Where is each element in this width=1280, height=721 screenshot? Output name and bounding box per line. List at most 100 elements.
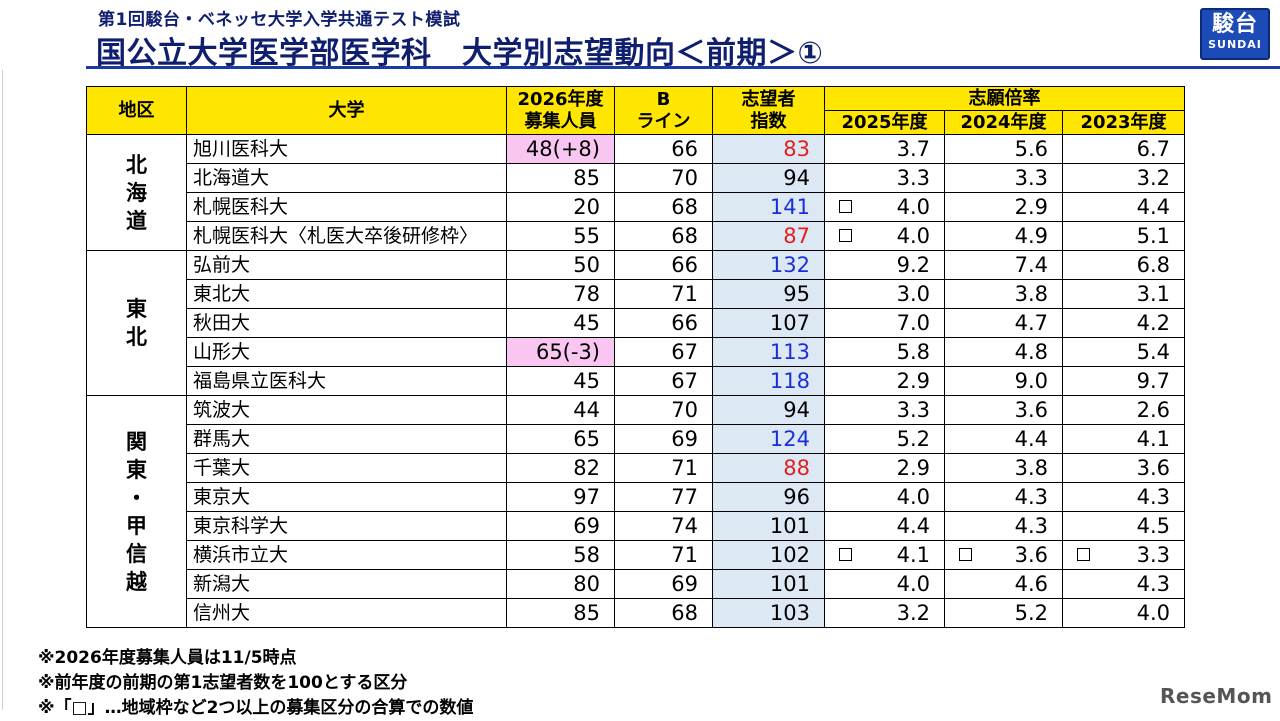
table-row: 信州大 85 68 103 3.2 5.2 4.0 xyxy=(86,598,1186,628)
ratio-2025-cell: 2.9 xyxy=(824,453,945,483)
ratio-2024-cell: 3.6 xyxy=(944,395,1063,425)
bline-cell: 68 xyxy=(614,598,713,628)
ratio-2025-cell: 4.4 xyxy=(824,511,945,541)
bline-cell: 70 xyxy=(614,395,713,425)
ratio-2023-cell: 3.2 xyxy=(1061,163,1186,193)
region-char: ・ xyxy=(126,485,147,510)
index-cell: 113 xyxy=(712,337,825,367)
capacity-cell: 45 xyxy=(506,366,615,396)
ratio-2023-cell: 4.4 xyxy=(1061,192,1186,222)
bline-cell: 70 xyxy=(614,163,713,193)
university-name: 秋田大 xyxy=(186,308,507,338)
index-cell: 96 xyxy=(712,482,825,512)
ratio-2023-cell: 4.5 xyxy=(1061,511,1186,541)
region-char: 北 xyxy=(126,325,147,349)
ratio-2024-cell: 2.9 xyxy=(944,192,1063,222)
university-name: 信州大 xyxy=(186,598,507,628)
index-cell: 107 xyxy=(712,308,825,338)
ratio-2023-cell: 4.2 xyxy=(1061,308,1186,338)
region-char: 甲 xyxy=(126,513,147,538)
left-divider xyxy=(2,70,3,710)
ratio-2024-cell: 4.8 xyxy=(944,337,1063,367)
capacity-cell: 45 xyxy=(506,308,615,338)
index-cell: 94 xyxy=(712,163,825,193)
footnote: ※2026年度募集人員は11/5時点 xyxy=(38,648,297,668)
region-char: 越 xyxy=(126,569,147,594)
bline-cell: 77 xyxy=(614,482,713,512)
ratio-value: 4.0 xyxy=(896,224,930,248)
region-char: 東 xyxy=(126,457,147,482)
university-name: 弘前大 xyxy=(186,250,507,280)
university-name: 新潟大 xyxy=(186,569,507,599)
combined-marker-icon xyxy=(1077,548,1090,561)
bline-cell: 71 xyxy=(614,279,713,309)
index-cell: 103 xyxy=(712,598,825,628)
region-tohoku: 東 北 xyxy=(86,250,187,396)
ratio-2023-cell: 6.7 xyxy=(1061,134,1186,164)
university-name: 東京科学大 xyxy=(186,511,507,541)
combined-marker-icon xyxy=(839,200,852,213)
ratio-2023-cell: 4.3 xyxy=(1061,482,1186,512)
ratio-2024-cell: 4.6 xyxy=(944,569,1063,599)
ratio-2025-cell: 4.0 xyxy=(824,192,945,222)
table-row: 関 東 ・ 甲 信 越 筑波大 44 70 94 3.3 3.6 2.6 xyxy=(86,395,1186,628)
header-region: 地区 xyxy=(86,86,187,135)
university-name: 札幌医科大 xyxy=(186,192,507,222)
university-name: 北海道大 xyxy=(186,163,507,193)
region-char: 東 xyxy=(126,297,147,321)
ratio-2024-cell: 4.3 xyxy=(944,511,1063,541)
header-capacity-line2: 募集人員 xyxy=(524,110,597,132)
header-index-line1: 志望者 xyxy=(741,88,796,110)
ratio-2025-cell: 5.2 xyxy=(824,424,945,454)
ratio-2023-cell: 4.0 xyxy=(1061,598,1186,628)
page-subtitle: 第1回駿台・ベネッセ大学入学共通テスト模試 xyxy=(98,10,461,30)
logo-roman: SUNDAI xyxy=(1208,38,1262,51)
admission-trend-table: 地区 大学 2026年度 募集人員 B ライン 志望者 指数 志願倍率 2025… xyxy=(86,86,1186,628)
capacity-cell: 85 xyxy=(506,598,615,628)
table-row: 福島県立医科大 45 67 118 2.9 9.0 9.7 xyxy=(86,366,1186,396)
ratio-2023-cell: 5.1 xyxy=(1061,221,1186,251)
ratio-value: 4.0 xyxy=(896,195,930,219)
header-ratio-2024: 2024年度 xyxy=(944,110,1063,135)
capacity-cell: 50 xyxy=(506,250,615,280)
ratio-2025-cell: 3.2 xyxy=(824,598,945,628)
header-index-line2: 指数 xyxy=(750,110,787,132)
header-capacity: 2026年度 募集人員 xyxy=(506,86,615,135)
index-cell: 94 xyxy=(712,395,825,425)
ratio-2024-cell: 5.6 xyxy=(944,134,1063,164)
header-index: 志望者 指数 xyxy=(712,86,825,135)
header-bline: B ライン xyxy=(614,86,713,135)
index-cell: 83 xyxy=(712,134,825,164)
region-char: 道 xyxy=(126,208,147,233)
footnote: ※前年度の前期の第1志望者数を100とする区分 xyxy=(38,673,408,693)
ratio-2025-cell: 4.0 xyxy=(824,482,945,512)
ratio-2025-cell: 3.7 xyxy=(824,134,945,164)
bline-cell: 66 xyxy=(614,250,713,280)
table-row: 山形大 65(-3) 67 113 5.8 4.8 5.4 xyxy=(86,337,1186,367)
university-name: 筑波大 xyxy=(186,395,507,425)
header-bline-line2: ライン xyxy=(636,110,691,132)
page-title: 国公立大学医学部医学科 大学別志望動向＜前期＞① xyxy=(96,36,824,71)
university-name: 千葉大 xyxy=(186,453,507,483)
capacity-cell: 20 xyxy=(506,192,615,222)
title-underline xyxy=(86,66,1280,69)
ratio-2023-cell: 9.7 xyxy=(1061,366,1186,396)
region-char: 信 xyxy=(126,541,147,566)
ratio-2025-cell: 4.0 xyxy=(824,221,945,251)
capacity-cell: 65 xyxy=(506,424,615,454)
ratio-2023-cell: 4.3 xyxy=(1061,569,1186,599)
ratio-2025-cell: 3.3 xyxy=(824,395,945,425)
index-cell: 124 xyxy=(712,424,825,454)
table-row: 東北大 78 71 95 3.0 3.8 3.1 xyxy=(86,279,1186,309)
table-row: 東京大 97 77 96 4.0 4.3 4.3 xyxy=(86,482,1186,512)
university-name: 群馬大 xyxy=(186,424,507,454)
capacity-cell: 48(+8) xyxy=(506,134,615,164)
university-name: 福島県立医科大 xyxy=(186,366,507,396)
ratio-2025-cell: 4.0 xyxy=(824,569,945,599)
capacity-cell: 78 xyxy=(506,279,615,309)
table-row: 新潟大 80 69 101 4.0 4.6 4.3 xyxy=(86,569,1186,599)
region-char: 北 xyxy=(126,152,147,177)
capacity-cell: 44 xyxy=(506,395,615,425)
index-cell: 101 xyxy=(712,511,825,541)
footnotes: ※2026年度募集人員は11/5時点 ※前年度の前期の第1志望者数を100とする… xyxy=(38,646,473,721)
